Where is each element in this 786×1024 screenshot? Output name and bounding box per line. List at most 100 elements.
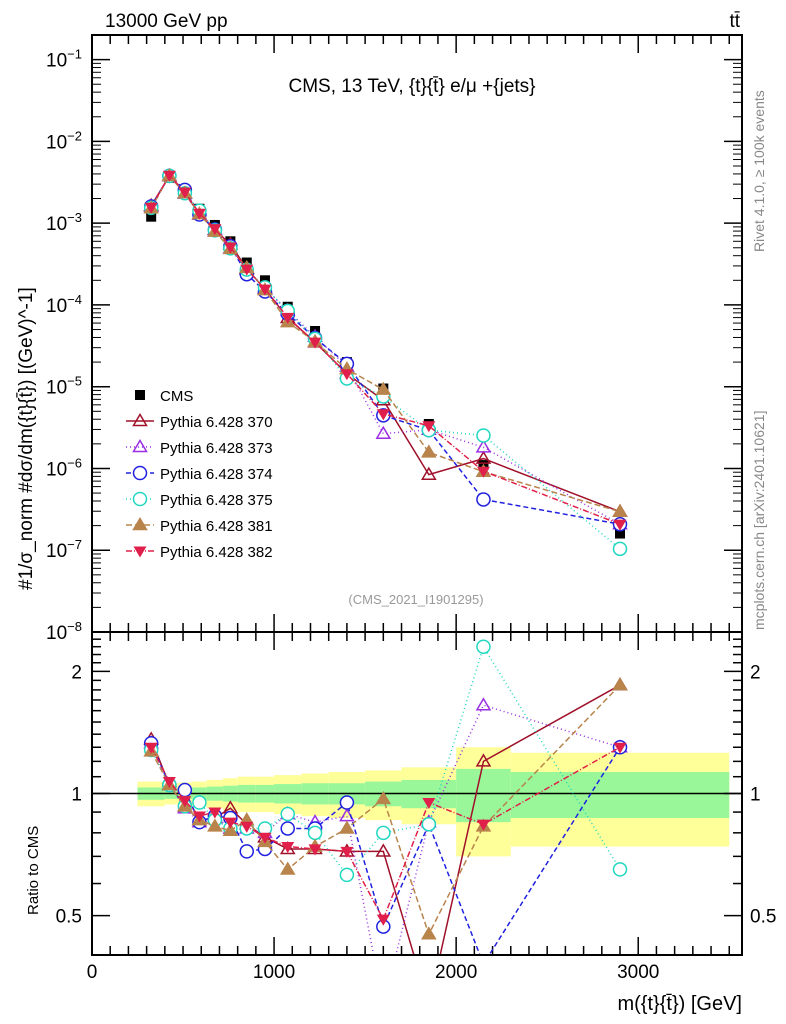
series-382-ratio-point — [192, 811, 206, 823]
series-381-point — [612, 503, 628, 517]
legend-label: Pythia 6.428 382 — [160, 544, 273, 561]
ratio-tick-label-right: 2 — [750, 662, 761, 683]
x-tick-label: 1000 — [253, 962, 295, 983]
series-375-ratio-point — [421, 816, 437, 832]
series-370-ratio-point — [475, 753, 492, 767]
series-370-point — [475, 450, 492, 464]
series-375-ratio-point — [339, 867, 355, 883]
series-layer — [143, 167, 628, 1010]
series-370-line — [150, 174, 621, 513]
series-375-ratio-point — [280, 806, 295, 822]
process-label: tt̄ — [729, 11, 740, 32]
series-382-ratio-point — [258, 832, 272, 844]
legend-label: Pythia 6.428 375 — [160, 492, 273, 509]
legend-marker — [132, 517, 148, 531]
band-stat — [456, 768, 511, 823]
series-373-point — [375, 425, 392, 440]
series-381-line — [150, 174, 621, 513]
series-382-ratio-point — [281, 842, 295, 854]
series-373-point — [475, 439, 492, 453]
series-382-point — [144, 202, 158, 214]
series-382-ratio-point — [476, 819, 490, 831]
series-381-ratio-point — [222, 822, 239, 836]
legend-marker-cms — [135, 390, 145, 400]
series-374-ratio-point — [280, 821, 295, 836]
series-370-point — [421, 466, 437, 480]
series-382-ratio-point — [144, 742, 158, 754]
series-370-ratio-point — [375, 843, 392, 857]
series-375-point — [476, 428, 491, 443]
series-375-ratio-point — [476, 639, 491, 654]
series-382-point — [422, 421, 436, 433]
series-370-ratio-point — [422, 999, 435, 1010]
series-381-ratio-point — [375, 790, 392, 805]
y-axis-label: #1/σ_norm #dσ/dm({t}{t̄}) [(GeV)^-1] — [16, 287, 37, 590]
mcplots-label: mcplots.cern.ch [arXiv:2401.10621] — [751, 411, 767, 630]
x-tick-label: 2000 — [435, 962, 477, 983]
series-381-point — [375, 381, 392, 395]
legend-marker — [132, 439, 148, 453]
legend-marker — [132, 413, 148, 427]
series-382-point — [476, 466, 490, 478]
series-374-point — [476, 492, 491, 507]
main-frame — [91, 34, 743, 633]
legend-label: Pythia 6.428 370 — [160, 414, 273, 431]
series-382-ratio-point — [613, 742, 627, 754]
series-382-point — [178, 187, 192, 199]
ratio-tick-label: 2 — [71, 662, 82, 683]
series-382-point — [162, 170, 176, 182]
ratio-tick-label-right: 1 — [750, 785, 761, 806]
x-tick-label: 3000 — [617, 962, 659, 983]
series-374-ratio-point — [477, 958, 490, 971]
ratio-tick-label: 1 — [71, 785, 82, 806]
x-tick-label: 0 — [87, 962, 98, 983]
series-382-point — [240, 264, 254, 276]
series-374-ratio-point — [239, 844, 255, 859]
x-axis-label: m({t}{t̄}) [GeV] — [617, 993, 742, 1015]
series-382-point — [192, 208, 206, 220]
beam-label: 13000 GeV pp — [105, 11, 228, 32]
series-381-ratio-point — [339, 820, 355, 834]
ratio-tick-label: 0.5 — [56, 907, 82, 928]
series-382-point — [376, 409, 390, 421]
y-tick-label: 10−2 — [46, 128, 82, 153]
series-382-point — [281, 312, 295, 324]
legend-label: Pythia 6.428 373 — [160, 440, 273, 457]
legend-marker — [132, 465, 148, 481]
series-375-point — [612, 541, 628, 557]
series-375-line — [150, 174, 621, 550]
series-382-ratio-point — [340, 846, 354, 858]
y-tick-label: 10−1 — [46, 47, 82, 72]
series-375-ratio-point — [192, 795, 207, 810]
ratio-frame — [91, 631, 743, 956]
series-375-ratio-point — [376, 825, 391, 841]
series-382-ratio-point — [308, 844, 322, 856]
series-373-ratio-point — [475, 697, 492, 711]
series-382-point — [223, 242, 237, 254]
ratio-tick-label-right: 0.5 — [750, 907, 776, 928]
series-382-ratio-point — [422, 797, 436, 810]
series-375-ratio-point — [307, 825, 323, 841]
series-382-ratio-point — [223, 817, 237, 829]
series-382-ratio-point — [240, 821, 254, 833]
legend-label: Pythia 6.428 381 — [160, 518, 273, 535]
y-tick-label: 10−5 — [46, 374, 82, 399]
series-382-point — [340, 369, 354, 381]
analysis-label: (CMS_2021_I1901295) — [348, 592, 483, 607]
rivet-label: Rivet 4.1.0, ≥ 100k events — [751, 90, 767, 252]
series-382-point — [258, 284, 272, 296]
y-tick-label: 10−8 — [46, 619, 82, 644]
data-point-cms — [615, 528, 626, 539]
series-382-point — [613, 519, 627, 531]
y-tick-label: 10−7 — [46, 537, 82, 562]
legend-marker — [133, 546, 147, 558]
series-381-point — [421, 444, 437, 458]
ratio-y-label: Ratio to CMS — [25, 826, 42, 915]
data-point-cms — [146, 211, 157, 222]
main-series — [143, 167, 628, 557]
series-382-point — [208, 224, 222, 236]
series-382-ratio-point — [376, 914, 390, 926]
series-382-point — [308, 337, 322, 349]
series-375-ratio-point — [612, 862, 628, 877]
series-373-ratio-point — [377, 999, 390, 1010]
